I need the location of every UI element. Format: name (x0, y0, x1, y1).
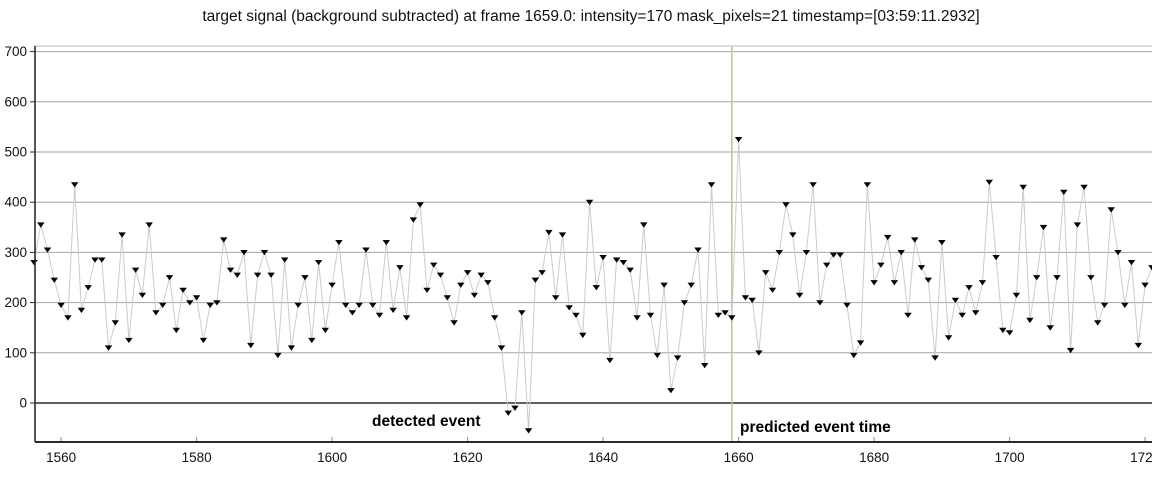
x-tick-label: 1660 (724, 450, 754, 465)
chart-title: target signal (background subtracted) at… (202, 8, 980, 25)
y-tick-label: 700 (4, 44, 27, 59)
y-tick-label: 0 (19, 396, 27, 411)
y-tick-label: 200 (4, 295, 27, 310)
x-tick-label: 1560 (46, 450, 76, 465)
x-tick-label: 1600 (317, 450, 347, 465)
y-tick-label: 600 (4, 94, 27, 109)
y-tick-label: 300 (4, 245, 27, 260)
x-tick-label: 1640 (588, 450, 618, 465)
x-tick-label: 1680 (859, 450, 889, 465)
y-tick-label: 100 (4, 345, 27, 360)
y-tick-label: 500 (4, 145, 27, 160)
y-tick-label: 400 (4, 195, 27, 210)
signal-markers (30, 137, 1152, 434)
annotation-detected-event: detected event (372, 413, 481, 430)
annotation-predicted-event-time: predicted event time (740, 419, 891, 436)
x-tick-label: 1700 (995, 450, 1025, 465)
x-tick-label: 1580 (182, 450, 212, 465)
x-tick-label: 1620 (453, 450, 483, 465)
signal-line (33, 139, 1152, 431)
x-tick-label: 1720 (1130, 450, 1152, 465)
